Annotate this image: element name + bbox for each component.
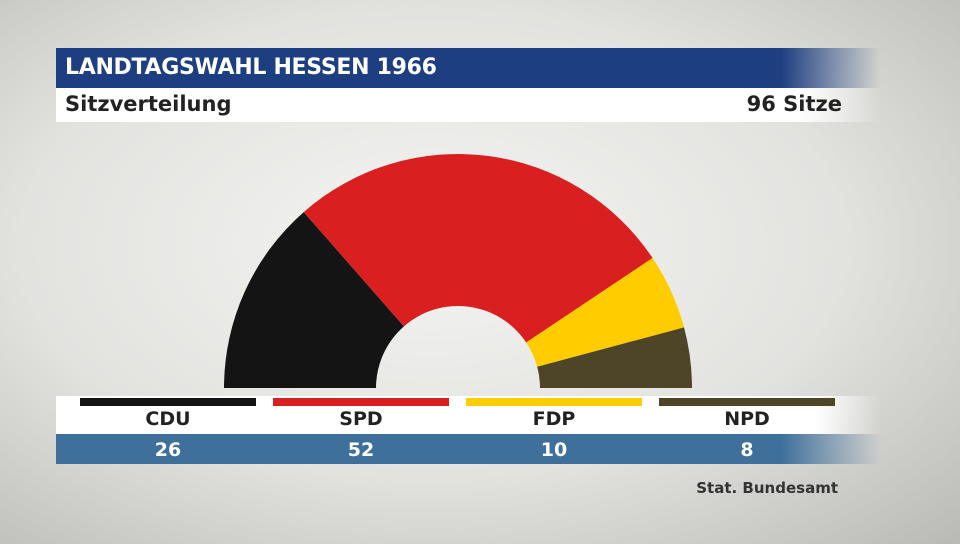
source-label: Stat. Bundesamt <box>696 479 838 497</box>
legend-item-fdp: FDP <box>466 396 658 434</box>
subtitle-bar: Sitzverteilung 96 Sitze <box>56 88 880 122</box>
legend: CDU SPD FDP NPD <box>56 396 880 434</box>
legend-label-cdu: CDU <box>145 408 191 430</box>
chart-title: LANDTAGSWAHL HESSEN 1966 <box>65 55 437 80</box>
chart-subtitle: Sitzverteilung <box>65 92 232 116</box>
legend-label-spd: SPD <box>339 408 383 430</box>
seat-slice-npd <box>537 327 692 388</box>
total-seats: 96 Sitze <box>746 92 842 116</box>
seat-slice-cdu <box>224 212 404 388</box>
legend-swatch-fdp <box>466 398 642 406</box>
title-bar: LANDTAGSWAHL HESSEN 1966 <box>56 48 880 88</box>
seat-slice-spd <box>303 153 653 343</box>
legend-item-cdu: CDU <box>80 396 272 434</box>
seat-value-fdp: 10 <box>540 439 568 461</box>
legend-label-npd: NPD <box>724 408 770 430</box>
seat-distribution-semicircle <box>224 153 692 388</box>
seat-value-spd: 52 <box>347 439 375 461</box>
seat-slice-fdp <box>526 257 685 367</box>
seat-value-npd: 8 <box>740 439 754 461</box>
legend-swatch-npd <box>659 398 835 406</box>
seat-value-cdu: 26 <box>154 439 182 461</box>
seat-chart <box>56 146 880 396</box>
legend-swatch-cdu <box>80 398 256 406</box>
legend-swatch-spd <box>273 398 449 406</box>
legend-item-spd: SPD <box>273 396 465 434</box>
values-row: 26 52 10 8 <box>56 434 880 464</box>
legend-label-fdp: FDP <box>532 408 576 430</box>
legend-item-npd: NPD <box>659 396 851 434</box>
